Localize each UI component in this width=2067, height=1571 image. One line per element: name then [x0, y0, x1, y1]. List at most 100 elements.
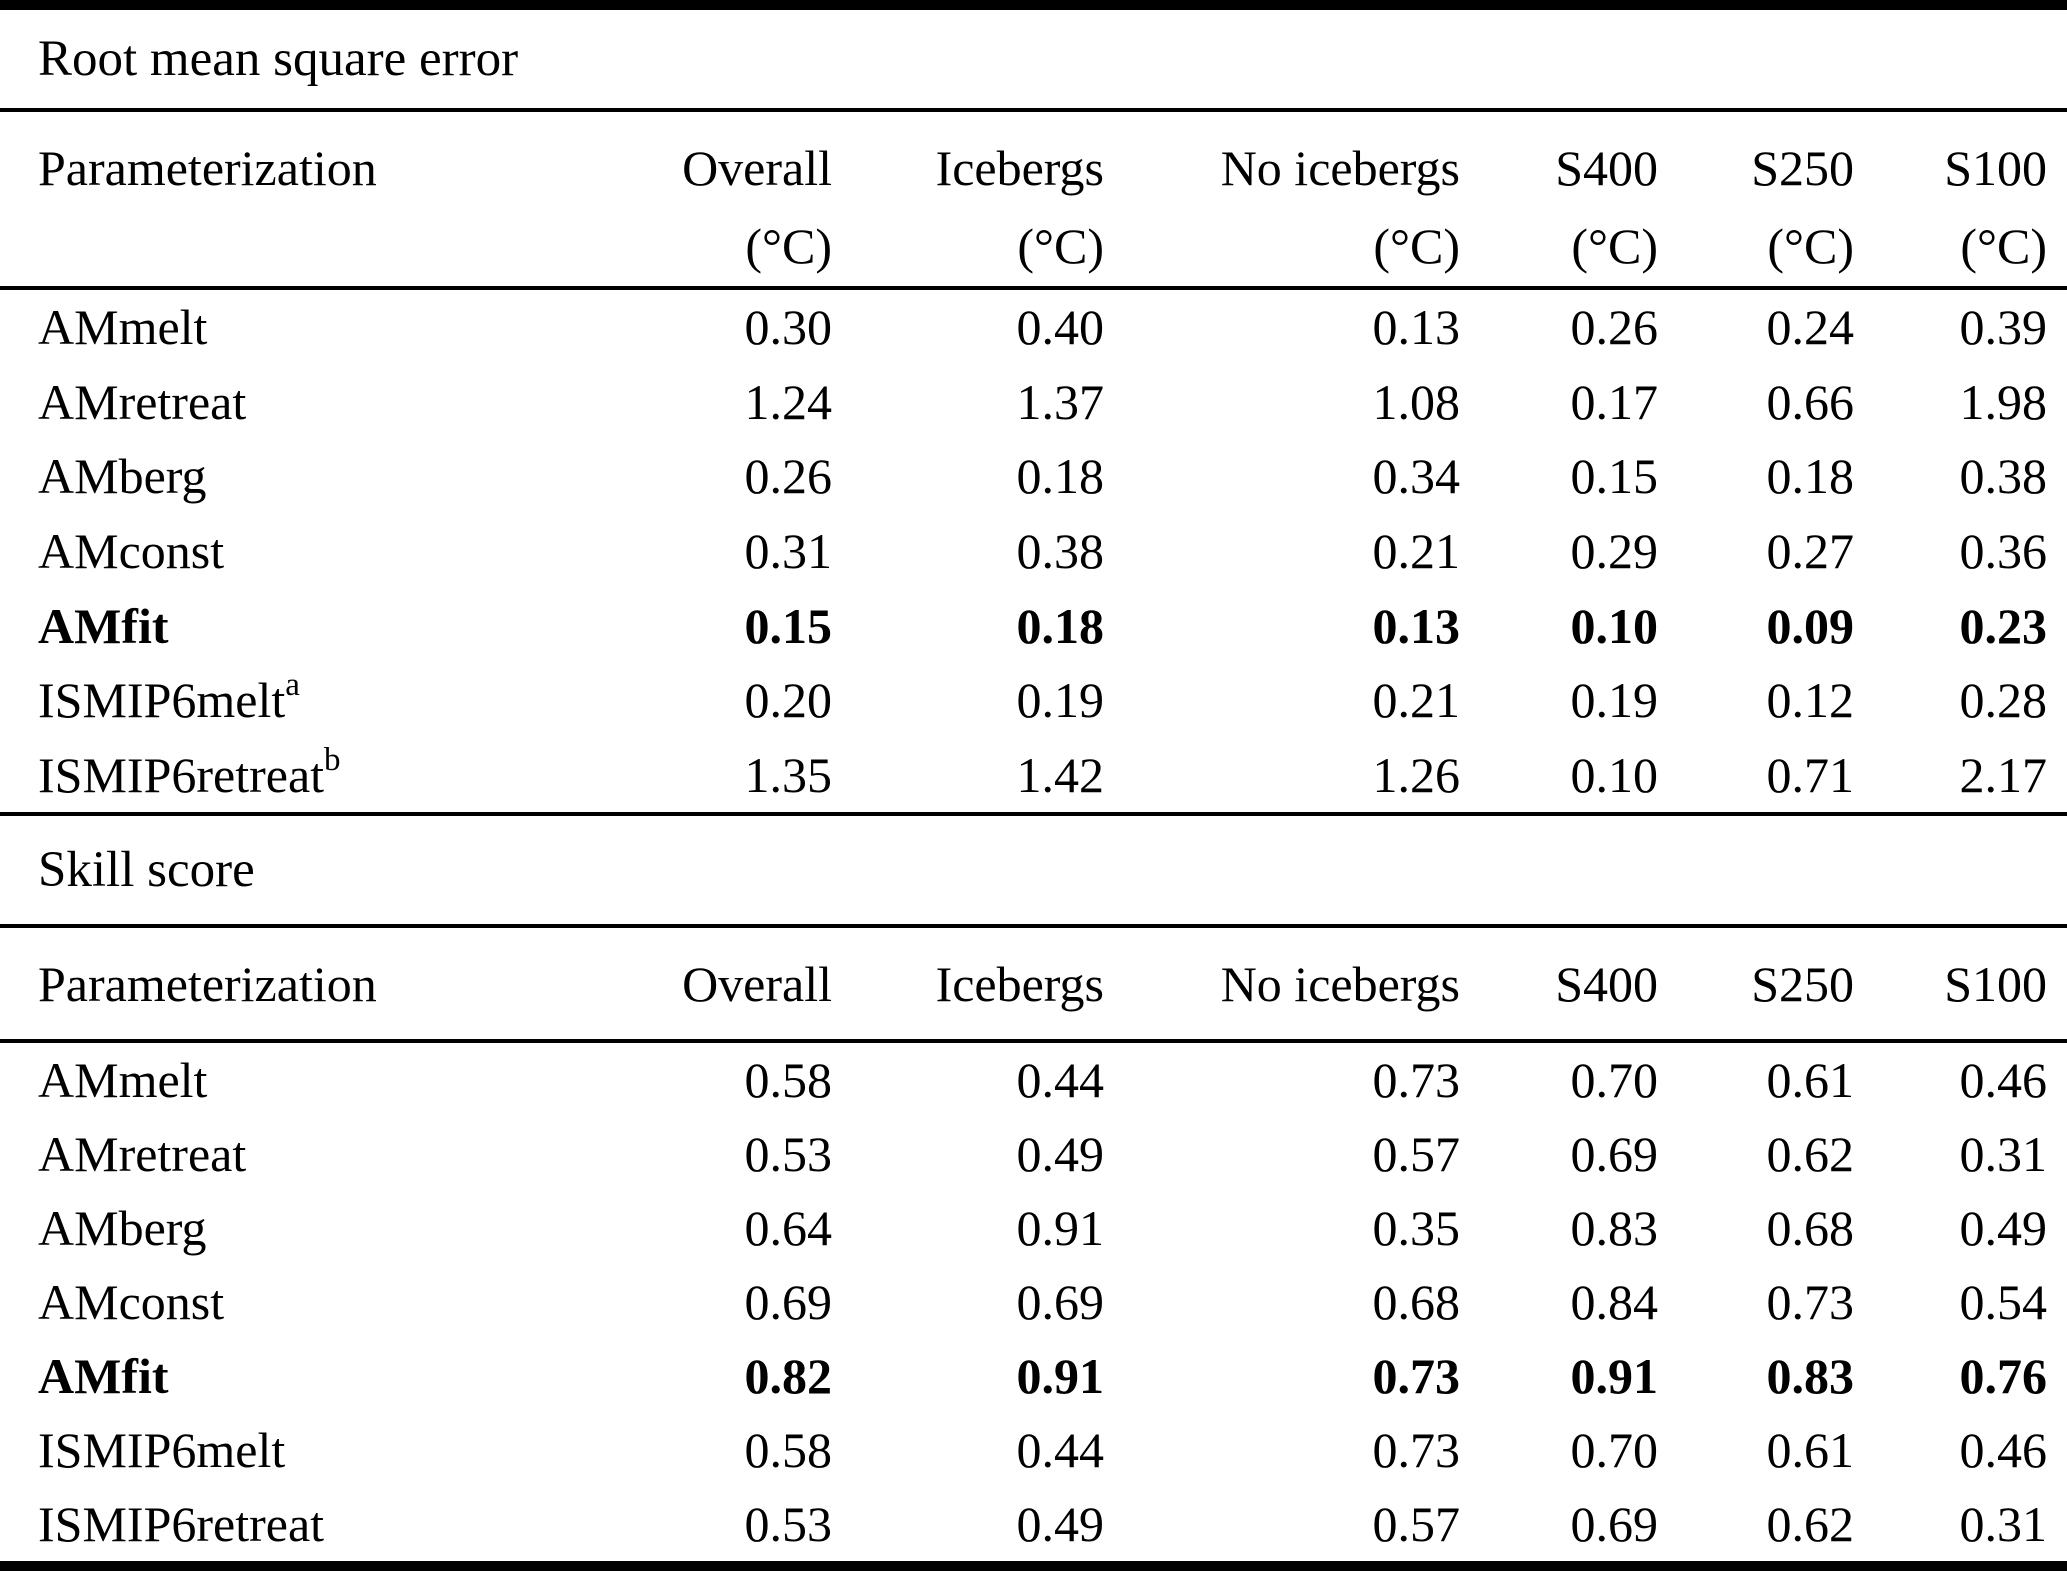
value-cell: 0.09: [1766, 597, 1855, 654]
col-unit-icebergs: (°C): [1017, 218, 1104, 274]
col-header-overall: Overall (°C): [430, 112, 832, 286]
value-cell: 0.70: [1570, 1422, 1659, 1478]
value-cell: 0.58: [744, 1052, 833, 1108]
value-cell: 0.39: [1959, 299, 2048, 356]
value-cell: 0.71: [1766, 746, 1855, 803]
table-row: AMretreat 1.24 1.37 1.08 0.17 0.66 1.98: [0, 365, 2067, 440]
col-unit-s250: (°C): [1767, 218, 1854, 274]
value-cell: 2.17: [1959, 746, 2048, 803]
value-cell: 0.46: [1959, 1422, 2048, 1478]
table-row-best: AMfit 0.82 0.91 0.73 0.91 0.83 0.76: [0, 1339, 2067, 1413]
row-label: ISMIP6melt: [38, 1422, 286, 1478]
value-cell: 0.44: [1016, 1422, 1105, 1478]
row-label-superscript: a: [285, 667, 300, 704]
table-row: ISMIP6melta 0.20 0.19 0.21 0.19 0.12 0.2…: [0, 663, 2067, 738]
value-cell: 0.62: [1766, 1126, 1855, 1182]
col-unit-overall: (°C): [745, 218, 832, 274]
table-row: AMmelt 0.58 0.44 0.73 0.70 0.61 0.46: [0, 1043, 2067, 1117]
rmse-header-row: Parameterization Overall (°C) Icebergs (…: [0, 112, 2067, 286]
value-cell: 0.54: [1959, 1274, 2048, 1330]
row-label: AMconst: [38, 1274, 225, 1330]
value-cell: 0.31: [744, 522, 833, 579]
value-cell: 0.10: [1570, 746, 1659, 803]
value-cell: 0.36: [1959, 522, 2048, 579]
value-cell: 0.19: [1016, 672, 1105, 729]
skill-section-title-text: Skill score: [38, 842, 255, 898]
value-cell: 0.18: [1016, 597, 1105, 654]
col-header-icebergs: Icebergs: [935, 955, 1104, 1012]
row-label: ISMIP6retreatb: [38, 741, 341, 803]
col-header-no-icebergs: No icebergs (°C): [1104, 112, 1460, 286]
rmse-title-divider: [0, 108, 2067, 112]
top-rule: [0, 0, 2067, 10]
value-cell: 0.18: [1766, 448, 1855, 505]
value-cell: 1.24: [744, 373, 833, 430]
row-label: ISMIP6retreat: [38, 1496, 325, 1552]
value-cell: 0.17: [1570, 373, 1659, 430]
rmse-header-divider: [0, 286, 2067, 290]
value-cell: 0.49: [1016, 1126, 1105, 1182]
row-label: AMretreat: [38, 373, 247, 430]
value-cell: 0.69: [1016, 1274, 1105, 1330]
table-row: AMmelt 0.30 0.40 0.13 0.26 0.24 0.39: [0, 290, 2067, 365]
value-cell: 0.29: [1570, 522, 1659, 579]
value-cell: 0.73: [1372, 1422, 1461, 1478]
value-cell: 0.24: [1766, 299, 1855, 356]
value-cell: 0.15: [744, 597, 833, 654]
skill-header-row: Parameterization Overall Icebergs No ice…: [0, 928, 2067, 1039]
value-cell: 0.12: [1766, 672, 1855, 729]
table-row: ISMIP6melt 0.58 0.44 0.73 0.70 0.61 0.46: [0, 1413, 2067, 1487]
skill-body-table: AMmelt 0.58 0.44 0.73 0.70 0.61 0.46 AMr…: [0, 1043, 2067, 1561]
value-cell: 0.23: [1959, 597, 2048, 654]
col-header-s250: S250: [1751, 955, 1854, 1012]
table-row-best: AMfit 0.15 0.18 0.13 0.10 0.09 0.23: [0, 588, 2067, 663]
value-cell: 0.69: [744, 1274, 833, 1330]
value-cell: 0.13: [1372, 597, 1461, 654]
row-label: AMberg: [38, 1200, 207, 1256]
value-cell: 0.64: [744, 1200, 833, 1256]
value-cell: 1.35: [744, 746, 833, 803]
value-cell: 0.82: [744, 1348, 833, 1404]
value-cell: 0.69: [1570, 1496, 1659, 1552]
row-label: AMfit: [38, 597, 169, 654]
skill-section-title: Skill score: [0, 816, 2067, 924]
value-cell: 0.49: [1959, 1200, 2048, 1256]
value-cell: 0.58: [744, 1422, 833, 1478]
value-cell: 0.68: [1766, 1200, 1855, 1256]
value-cell: 1.26: [1372, 746, 1461, 803]
value-cell: 0.44: [1016, 1052, 1105, 1108]
row-label: ISMIP6melta: [38, 667, 300, 729]
row-label: AMmelt: [38, 299, 208, 356]
col-unit-s400: (°C): [1571, 218, 1658, 274]
value-cell: 0.73: [1372, 1052, 1461, 1108]
col-header-parameterization: Parameterization: [38, 955, 377, 1012]
value-cell: 0.73: [1372, 1348, 1461, 1404]
value-cell: 0.53: [744, 1126, 833, 1182]
table-row: AMconst 0.31 0.38 0.21 0.29 0.27 0.36: [0, 514, 2067, 589]
row-label: AMberg: [38, 448, 207, 505]
rmse-bottom-divider: [0, 812, 2067, 816]
value-cell: 0.53: [744, 1496, 833, 1552]
rmse-section-title: Root mean square error: [0, 10, 2067, 108]
value-cell: 0.84: [1570, 1274, 1659, 1330]
value-cell: 1.42: [1016, 746, 1105, 803]
value-cell: 0.34: [1372, 448, 1461, 505]
value-cell: 0.10: [1570, 597, 1659, 654]
value-cell: 0.15: [1570, 448, 1659, 505]
value-cell: 0.38: [1959, 448, 2048, 505]
value-cell: 0.28: [1959, 672, 2048, 729]
value-cell: 0.20: [744, 672, 833, 729]
col-header-s100: S100 (°C): [1854, 112, 2067, 286]
value-cell: 0.31: [1959, 1496, 2048, 1552]
row-label-superscript: b: [324, 741, 341, 778]
value-cell: 0.30: [744, 299, 833, 356]
skill-header-table: Parameterization Overall Icebergs No ice…: [0, 928, 2067, 1039]
row-label: AMmelt: [38, 1052, 208, 1108]
value-cell: 0.91: [1016, 1200, 1105, 1256]
value-cell: 0.19: [1570, 672, 1659, 729]
value-cell: 0.91: [1016, 1348, 1105, 1404]
value-cell: 1.08: [1372, 373, 1461, 430]
col-header-parameterization: Parameterization: [38, 140, 377, 196]
value-cell: 1.98: [1959, 373, 2048, 430]
